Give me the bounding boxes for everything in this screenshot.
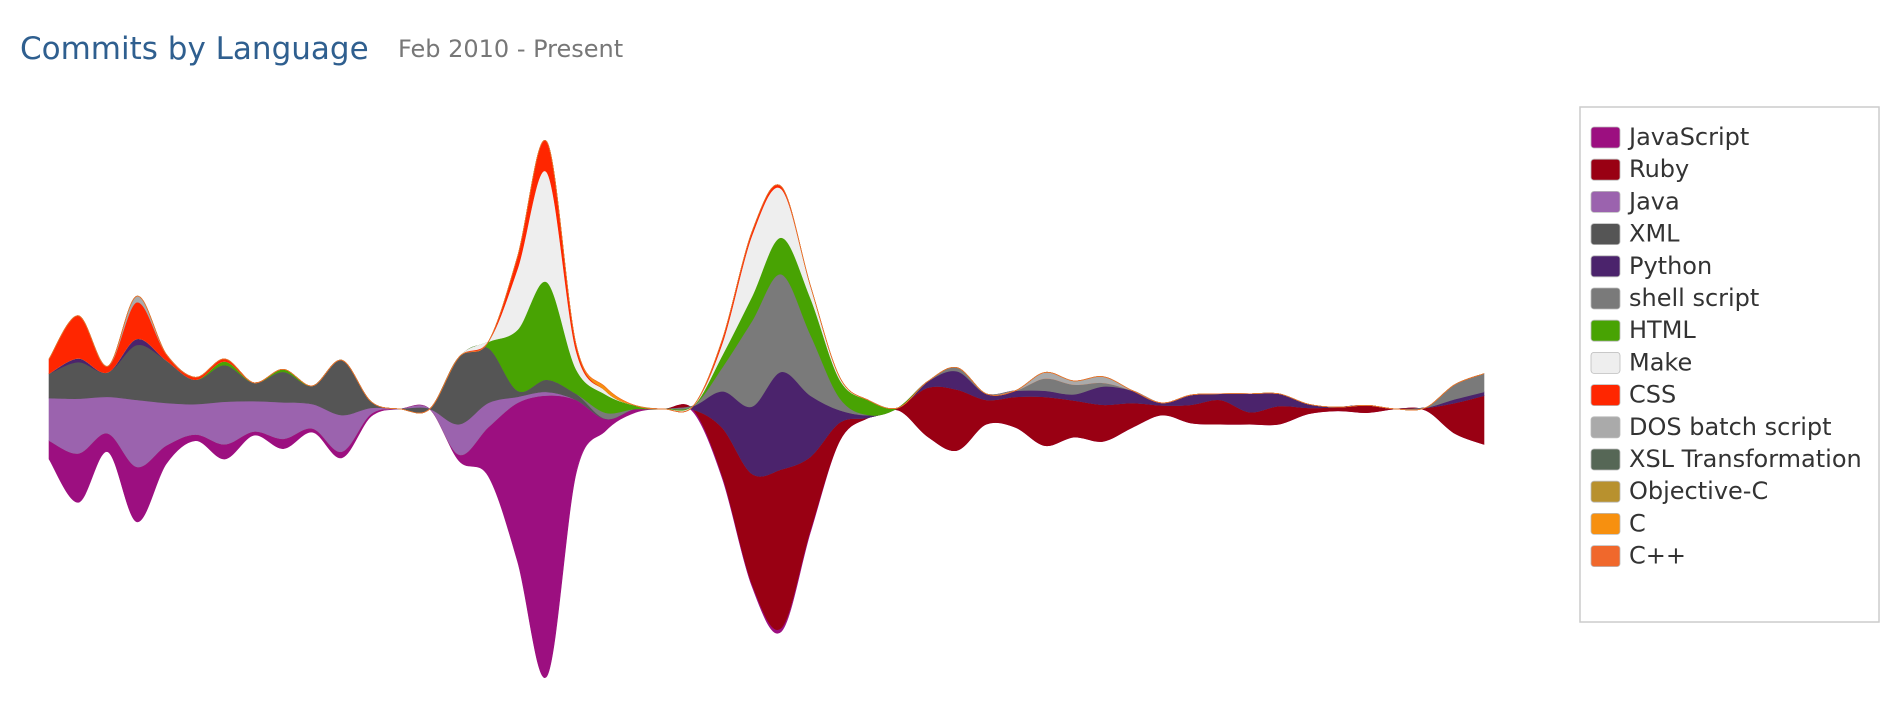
legend-label: CSS — [1629, 381, 1676, 409]
legend-label: XML — [1629, 220, 1680, 248]
legend-label: Make — [1629, 348, 1692, 376]
legend-label: shell script — [1629, 284, 1759, 312]
legend-box — [1579, 106, 1880, 623]
legend-swatch — [1590, 287, 1621, 310]
legend-label: C++ — [1629, 542, 1686, 570]
legend-label: JavaScript — [1627, 123, 1749, 151]
legend-label: Java — [1627, 187, 1680, 215]
stream-layer — [48, 140, 1485, 414]
legend-label: Objective-C — [1629, 477, 1768, 505]
legend-label: C — [1629, 509, 1646, 537]
legend-label: DOS batch script — [1629, 413, 1832, 441]
chart-subtitle: Feb 2010 - Present — [398, 35, 623, 63]
legend-label: HTML — [1629, 316, 1696, 344]
legend-label: Ruby — [1629, 155, 1689, 183]
legend-swatch — [1590, 448, 1621, 471]
legend-label: Python — [1629, 252, 1712, 280]
legend-swatch — [1590, 416, 1621, 439]
legend-swatch — [1590, 480, 1621, 503]
legend-swatch — [1590, 158, 1621, 181]
chart-title: Commits by Language — [20, 31, 369, 67]
legend: JavaScript Ruby Java XML Python shell script H… — [1590, 123, 1862, 570]
stream-layers — [48, 140, 1485, 678]
legend-swatch — [1590, 223, 1621, 246]
legend-swatch — [1590, 513, 1621, 535]
legend-swatch — [1590, 351, 1621, 374]
legend-swatch — [1590, 384, 1621, 407]
legend-swatch — [1590, 190, 1621, 213]
legend-swatch — [1590, 545, 1621, 567]
legend-swatch — [1590, 126, 1621, 149]
legend-swatch — [1590, 319, 1621, 342]
legend-swatch — [1590, 255, 1621, 278]
legend-label: XSL Transformation — [1629, 445, 1862, 473]
